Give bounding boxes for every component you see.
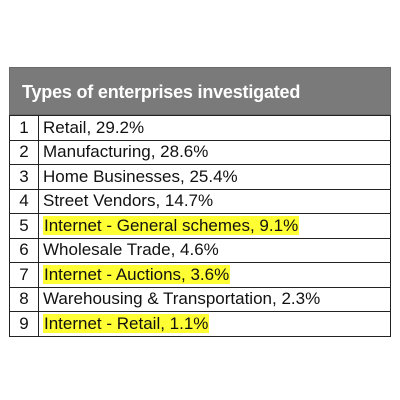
- item-text: Warehousing & Transportation, 2.3%: [43, 289, 321, 309]
- row-item: Internet - Auctions, 3.6%: [38, 262, 391, 288]
- row-item: Retail, 29.2%: [38, 115, 391, 141]
- row-number: 7: [9, 262, 39, 288]
- item-text: Retail, 29.2%: [43, 117, 145, 137]
- row-item: Internet - Retail, 1.1%: [38, 311, 391, 337]
- table-header: Types of enterprises investigated: [9, 67, 391, 115]
- row-number: 5: [9, 213, 39, 239]
- table-body: 1 Retail, 29.2% 2 Manufacturing, 28.6% 3 Home…: [9, 115, 391, 337]
- row-number: 2: [9, 139, 39, 165]
- table-row: 5 Internet - General schemes, 9.1%: [9, 213, 391, 239]
- table-row: 7 Internet - Auctions, 3.6%: [9, 262, 391, 288]
- highlighted-item-text: Internet - General schemes, 9.1%: [43, 215, 300, 235]
- table-row: 8 Warehousing & Transportation, 2.3%: [9, 286, 391, 312]
- item-text: Home Businesses, 25.4%: [43, 166, 238, 186]
- item-text: Manufacturing, 28.6%: [43, 142, 209, 162]
- row-item: Warehousing & Transportation, 2.3%: [38, 286, 391, 312]
- table-row: 9 Internet - Retail, 1.1%: [9, 311, 391, 337]
- row-number: 1: [9, 115, 39, 141]
- table-row: 2 Manufacturing, 28.6%: [9, 139, 391, 165]
- table-row: 6 Wholesale Trade, 4.6%: [9, 237, 391, 263]
- row-number: 3: [9, 164, 39, 190]
- row-item: Manufacturing, 28.6%: [38, 139, 391, 165]
- enterprise-types-table: Types of enterprises investigated 1 Retai…: [9, 67, 391, 337]
- table-row: 3 Home Businesses, 25.4%: [9, 164, 391, 190]
- row-item: Internet - General schemes, 9.1%: [38, 213, 391, 239]
- item-text: Street Vendors, 14.7%: [43, 191, 214, 211]
- highlighted-item-text: Internet - Auctions, 3.6%: [43, 264, 231, 284]
- row-item: Street Vendors, 14.7%: [38, 188, 391, 214]
- table-row: 1 Retail, 29.2%: [9, 115, 391, 141]
- row-number: 6: [9, 237, 39, 263]
- row-number: 9: [9, 311, 39, 337]
- row-number: 8: [9, 286, 39, 312]
- row-number: 4: [9, 188, 39, 214]
- item-text: Wholesale Trade, 4.6%: [43, 240, 219, 260]
- enterprise-list: 1 Retail, 29.2% 2 Manufacturing, 28.6% 3 Home…: [9, 115, 391, 337]
- row-item: Wholesale Trade, 4.6%: [38, 237, 391, 263]
- row-item: Home Businesses, 25.4%: [38, 164, 391, 190]
- highlighted-item-text: Internet - Retail, 1.1%: [43, 313, 210, 333]
- table-row: 4 Street Vendors, 14.7%: [9, 188, 391, 214]
